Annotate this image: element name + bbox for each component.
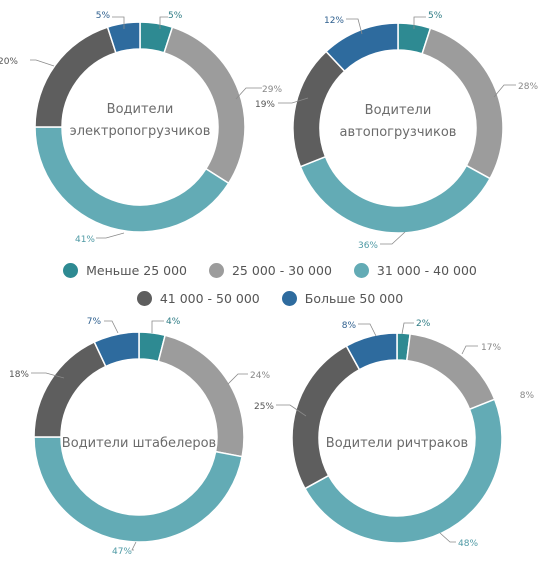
donut-2-slice-5	[325, 22, 399, 73]
donut-2-slice-2	[421, 27, 504, 180]
donut-2-label-3: 36%	[358, 241, 378, 251]
legend-label-4: 41 000 - 50 000	[159, 290, 260, 306]
legend-entry-5: Больше 50 000	[281, 290, 404, 306]
legend-swatch-5	[281, 290, 297, 306]
donut-3-label-1: 4%	[166, 317, 181, 327]
donut-2-leader-4	[278, 97, 309, 104]
donut-4-slice-5	[345, 332, 398, 371]
donut-2-leader-1	[413, 16, 426, 29]
donut-3-leader-3	[131, 541, 137, 551]
donut-4-label-1: 2%	[416, 319, 431, 329]
donut-3-slice-4	[33, 340, 107, 438]
donut-4-label-5: 8%	[342, 321, 357, 331]
donut-3-slice-3	[33, 436, 244, 543]
donut-1-leader-3	[96, 232, 125, 239]
donut-1-leader-4	[30, 59, 55, 67]
donut-1-slice-4	[34, 26, 117, 128]
donut-1-leader-1	[159, 16, 168, 29]
donut-3-label-5: 7%	[87, 317, 102, 327]
legend-label-3: 31 000 - 40 000	[376, 262, 477, 278]
legend-entry-3: 31 000 - 40 000	[353, 262, 477, 278]
donut-1-label-1: 5%	[168, 11, 183, 21]
donut-4-label-2: 17%	[481, 343, 501, 353]
donut-1-title-line-2: электропогрузчиков	[70, 124, 211, 139]
donut-4-extra-label: 8%	[520, 391, 535, 401]
donut-4-leader-3	[439, 532, 456, 543]
donut-4-slice-4	[291, 344, 361, 490]
legend-entry-4: 41 000 - 50 000	[136, 290, 260, 306]
donut-chart-1: 5% 29% 41% 20% 5% Водители электропогрузчиков	[0, 11, 282, 245]
donut-1-label-4: 20%	[0, 57, 18, 67]
legend-row-1: Меньше 25 000 25 000 - 30 000 31 000 - 40 …	[0, 259, 540, 281]
legend-label-5: Больше 50 000	[304, 290, 404, 306]
legend-row-2: 41 000 - 50 000 Больше 50 000	[0, 287, 540, 309]
donut-3-label-4: 18%	[9, 370, 29, 380]
legend-entry-2: 25 000 - 30 000	[208, 262, 332, 278]
donut-1-leader-5	[112, 16, 125, 29]
donut-4-label-4: 25%	[254, 402, 274, 412]
donut-2-label-4: 19%	[255, 100, 275, 110]
legend-swatch-3	[353, 262, 369, 278]
donut-3-slice-5	[93, 331, 140, 368]
donut-1-slice-5	[106, 21, 141, 54]
donut-2-label-5: 12%	[324, 16, 344, 26]
donut-3-leader-2	[227, 373, 248, 385]
donut-2-label-2: 28%	[518, 82, 538, 92]
donut-2-title-line-1: Водители	[365, 103, 432, 118]
donut-2-leader-5	[346, 18, 363, 35]
donut-2-slice-3	[299, 155, 492, 234]
donut-3-leader-1	[151, 320, 164, 333]
donut-1-label-5: 5%	[96, 11, 111, 21]
donut-4-leader-5	[358, 323, 377, 337]
donut-3-title-line-1: Водители штабелеров	[62, 436, 216, 451]
donut-2-title-line-2: автопогрузчиков	[340, 125, 457, 140]
donut-4-label-3: 48%	[458, 539, 478, 549]
legend-label-2: 25 000 - 30 000	[231, 262, 332, 278]
donut-2-leader-3	[380, 231, 406, 245]
donut-1-label-2: 29%	[262, 85, 282, 95]
donut-3-label-2: 24%	[250, 371, 270, 381]
donut-2-label-1: 5%	[428, 11, 443, 21]
donut-4-leader-2	[461, 345, 478, 355]
donut-chart-2: 5% 28% 36% 19% 12% Водители автопогрузчиков	[255, 11, 538, 251]
donut-chart-3: 4% 24% 47% 18% 7% Водители штабелеров	[9, 317, 270, 557]
legend-label-1: Меньше 25 000	[86, 262, 187, 278]
donut-4-title-line-1: Водители ричтраков	[326, 436, 468, 451]
donut-3-label-3: 47%	[112, 547, 132, 557]
donut-3-leader-5	[104, 320, 119, 334]
donut-4-slice-3	[303, 398, 503, 544]
donut-1-leader-2	[235, 87, 262, 100]
donut-3-leader-4	[31, 372, 65, 379]
donut-2-slice-4	[292, 50, 346, 168]
donut-1-label-3: 41%	[75, 235, 95, 245]
donut-1-slice-3	[34, 126, 230, 233]
donut-1-title-line-1: Водители	[107, 102, 174, 117]
donut-1-slice-2	[163, 26, 246, 185]
legend-swatch-2	[208, 262, 224, 278]
donut-4-leader-1	[401, 322, 414, 335]
legend-swatch-4	[136, 290, 152, 306]
legend-entry-1: Меньше 25 000	[63, 262, 187, 278]
legend-swatch-1	[63, 262, 79, 278]
donut-2-leader-2	[493, 84, 516, 98]
donut-chart-4: 2% 17% 48% 25% 8% Водители ричтраков 8%	[254, 319, 534, 549]
donut-4-leader-4	[276, 404, 307, 417]
